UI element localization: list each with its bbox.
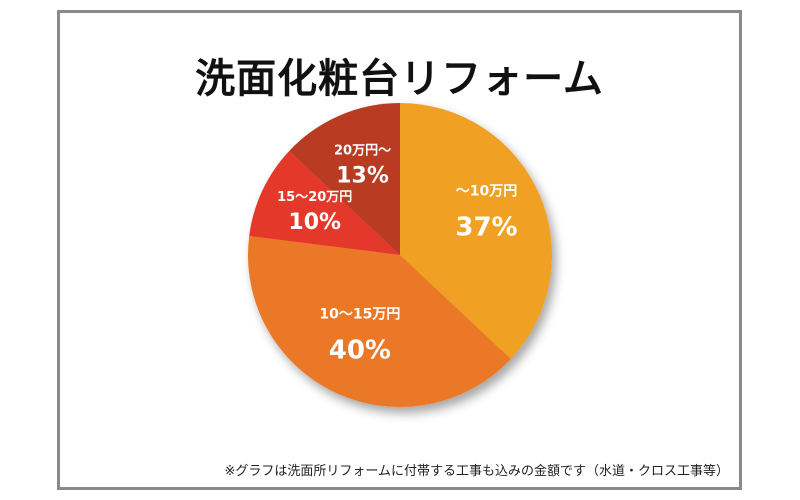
slice-value-0: 37% <box>455 213 517 243</box>
chart-title: 洗面化粧台リフォーム <box>195 56 604 102</box>
slice-label-0: 〜10万円 <box>456 184 517 200</box>
slice-value-2: 10% <box>288 210 341 235</box>
pie-slice-3 <box>289 103 400 255</box>
slice-value-1: 40% <box>329 335 391 365</box>
pie-slice-1 <box>248 235 511 407</box>
slice-value-3: 13% <box>336 164 389 189</box>
chart-frame: 洗面化粧台リフォーム ※グラフは洗面所リフォームに付帯する工事も込みの金額です（… <box>57 10 742 490</box>
pie-slice-0 <box>400 103 552 360</box>
pie-slices <box>248 103 552 407</box>
slice-label-3: 20万円〜 <box>334 144 391 159</box>
footnote: ※グラフは洗面所リフォームに付帯する工事も込みの金額です（水道・クロス工事等） <box>224 464 729 479</box>
pie-slice-2 <box>249 150 400 255</box>
slice-label-2: 15〜20万円 <box>277 190 352 205</box>
pie-labels: 〜10万円 37% 10〜15万円 40% 15〜20万円 10% 20万円〜 13% <box>277 144 517 366</box>
slice-label-1: 10〜15万円 <box>319 306 400 322</box>
